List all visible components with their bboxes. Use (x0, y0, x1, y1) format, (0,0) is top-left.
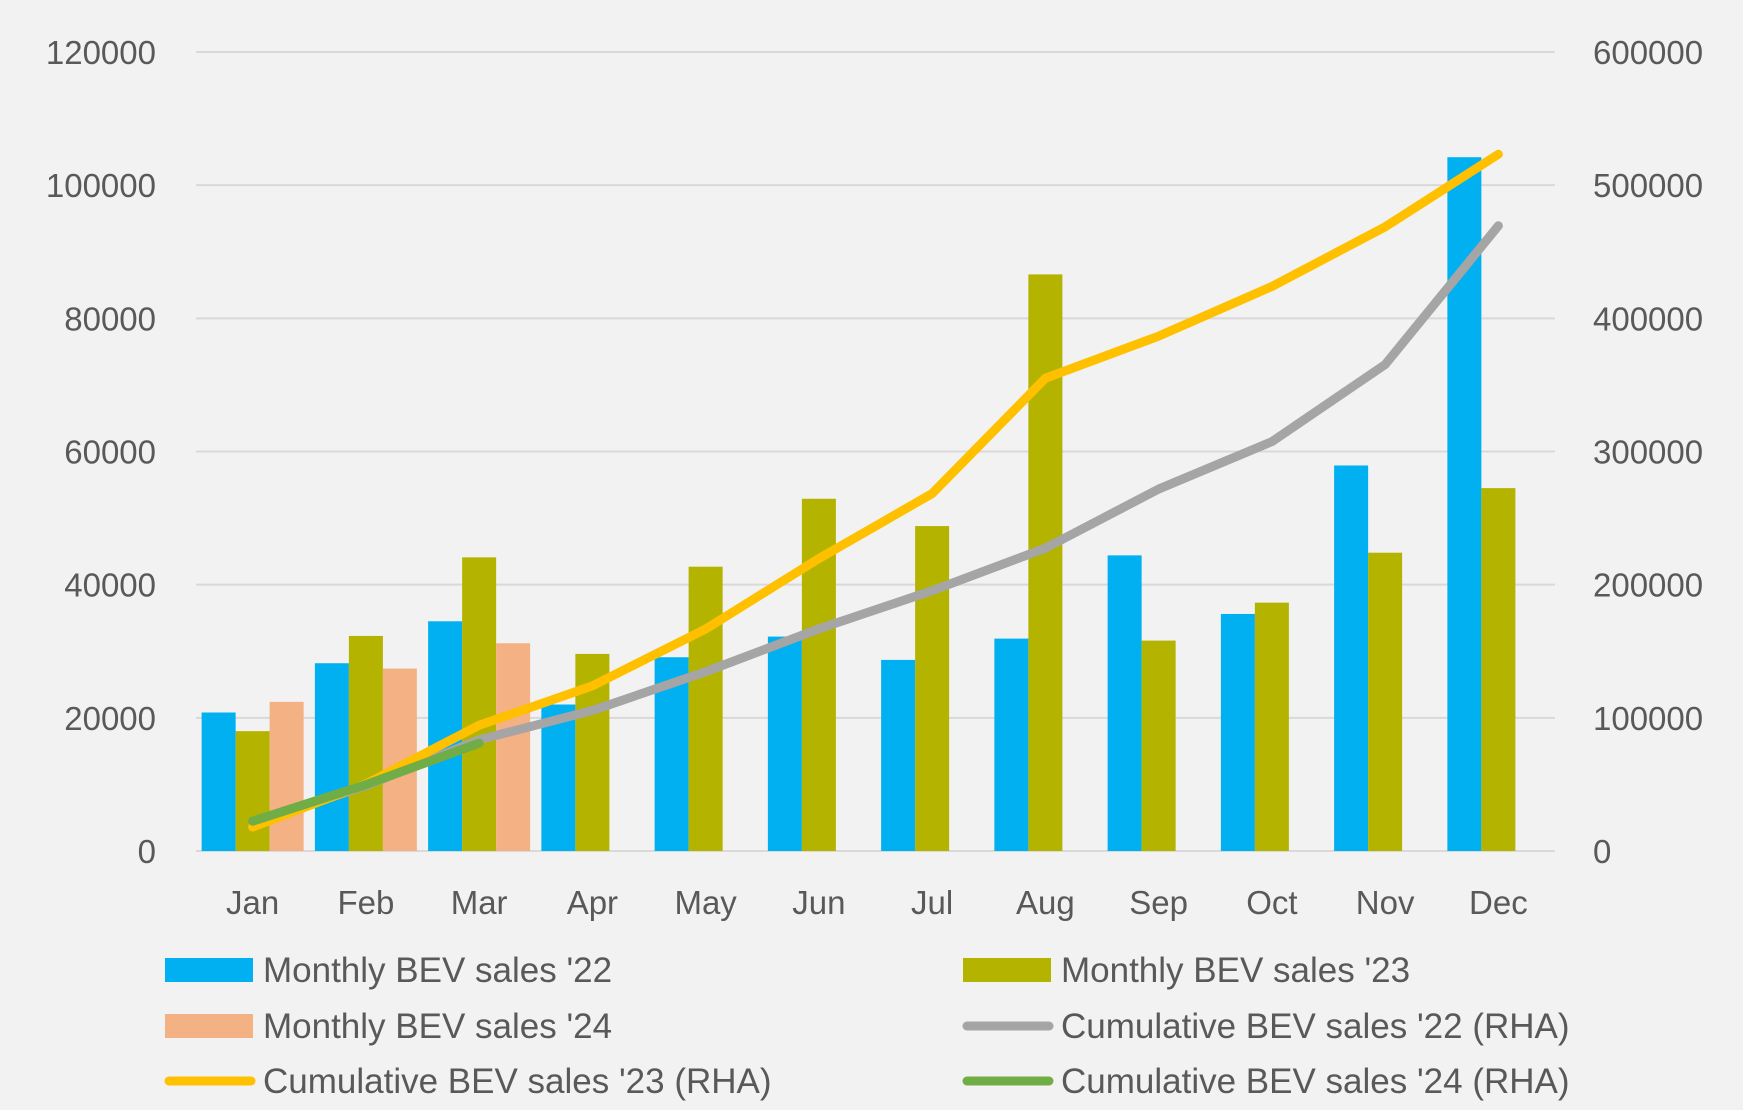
legend-label: Cumulative BEV sales '24 (RHA) (1061, 1062, 1570, 1101)
bar (1334, 465, 1369, 851)
right-tick-label: 0 (1593, 833, 1611, 870)
bar (1254, 602, 1289, 851)
legend: Monthly BEV sales '22 Monthly BEV sales '… (164, 951, 1570, 1101)
right-tick-label: 400000 (1593, 300, 1703, 337)
legend-swatch (963, 958, 1051, 982)
bar (915, 526, 950, 851)
legend-swatch (165, 1014, 253, 1038)
x-tick-label: Apr (567, 884, 618, 921)
bar (1368, 552, 1403, 851)
bar (314, 663, 349, 851)
right-tick-label: 600000 (1593, 34, 1703, 71)
right-tick-label: 500000 (1593, 167, 1703, 204)
legend-label: Cumulative BEV sales '22 (RHA) (1061, 1007, 1570, 1046)
legend-label: Monthly BEV sales '22 (263, 951, 612, 990)
bar (235, 731, 270, 851)
bar (496, 643, 531, 851)
legend-label: Monthly BEV sales '24 (263, 1007, 612, 1046)
bar (881, 659, 916, 851)
left-tick-label: 0 (138, 833, 156, 870)
bars (201, 157, 1516, 852)
x-tick-label: Jul (911, 884, 953, 921)
bar (1481, 488, 1516, 851)
series-line (248, 738, 484, 826)
bar (348, 635, 383, 851)
x-tick-label: Feb (337, 884, 394, 921)
bar (269, 701, 304, 851)
bar (1028, 274, 1063, 852)
x-tick-label: May (674, 884, 737, 921)
legend-label: Cumulative BEV sales '23 (RHA) (263, 1062, 772, 1101)
bar (1107, 555, 1142, 851)
grid (196, 51, 1555, 719)
lines (248, 149, 1503, 832)
right-tick-label: 200000 (1593, 567, 1703, 604)
left-tick-label: 80000 (64, 300, 156, 337)
right-tick-label: 100000 (1593, 700, 1703, 737)
x-tick-label: Mar (451, 884, 508, 921)
series-line (248, 149, 1503, 832)
bar (462, 557, 497, 851)
bar (994, 638, 1029, 851)
bar (767, 636, 802, 851)
bar (688, 566, 723, 851)
x-tick-label: Jan (226, 884, 279, 921)
left-tick-label: 100000 (46, 167, 156, 204)
bar (201, 712, 236, 851)
bar (1141, 640, 1176, 851)
left-tick-label: 60000 (64, 434, 156, 471)
bar (541, 704, 576, 851)
x-tick-label: Nov (1356, 884, 1415, 921)
legend-swatch (165, 958, 253, 982)
x-tick-label: Dec (1469, 884, 1528, 921)
x-tick-label: Sep (1129, 884, 1188, 921)
x-tick-label: Oct (1246, 884, 1297, 921)
left-tick-label: 40000 (64, 567, 156, 604)
legend-label: Monthly BEV sales '23 (1061, 951, 1410, 990)
right-tick-label: 300000 (1593, 434, 1703, 471)
axes: 0 20000 40000 60000 80000 100000 120000 0 100000… (46, 34, 1703, 921)
bar (1220, 613, 1255, 851)
left-tick-label: 120000 (46, 34, 156, 71)
left-tick-label: 20000 (64, 700, 156, 737)
x-tick-label: Jun (792, 884, 845, 921)
x-tick-label: Aug (1016, 884, 1075, 921)
